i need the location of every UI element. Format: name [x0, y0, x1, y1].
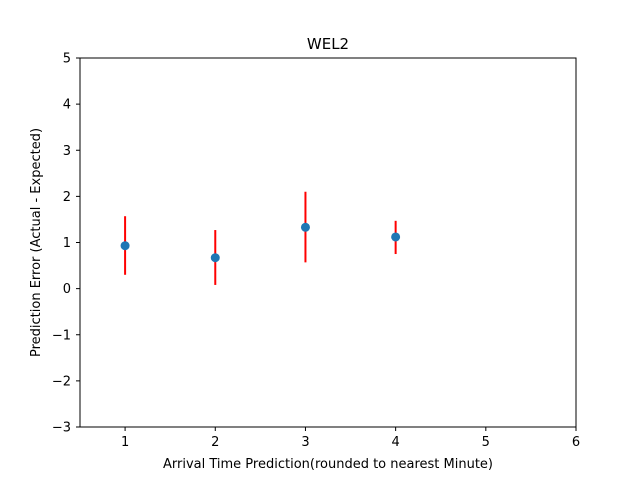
x-tick-label: 2 [211, 435, 219, 450]
y-tick-label: 5 [63, 52, 71, 67]
y-axis-label: Prediction Error (Actual - Expected) [29, 128, 44, 357]
y-tick-label: −3 [52, 421, 71, 436]
data-point [210, 253, 220, 263]
y-axis-ticks: −3 −2 −1 0 1 2 3 4 5 [52, 52, 80, 436]
y-tick-label: 2 [63, 190, 71, 205]
y-tick-label: 3 [63, 144, 71, 159]
chart-title: WEL2 [307, 35, 349, 53]
x-tick-label: 4 [391, 435, 399, 450]
y-tick-label: −2 [52, 374, 71, 389]
y-tick-label: 0 [63, 282, 71, 297]
data-points [120, 222, 401, 263]
x-tick-label: 6 [572, 435, 580, 450]
y-tick-label: 4 [63, 98, 71, 113]
x-tick-label: 3 [301, 435, 309, 450]
data-point [391, 232, 401, 242]
y-tick-label: −1 [52, 328, 71, 343]
x-tick-label: 1 [121, 435, 129, 450]
data-point [300, 222, 310, 232]
x-tick-label: 5 [482, 435, 490, 450]
x-axis-ticks: 1 2 3 4 5 6 [121, 427, 580, 450]
data-point [120, 241, 130, 251]
y-tick-label: 1 [63, 236, 71, 251]
plot-area-frame [79, 57, 577, 428]
x-axis-label: Arrival Time Prediction(rounded to neare… [163, 457, 493, 472]
